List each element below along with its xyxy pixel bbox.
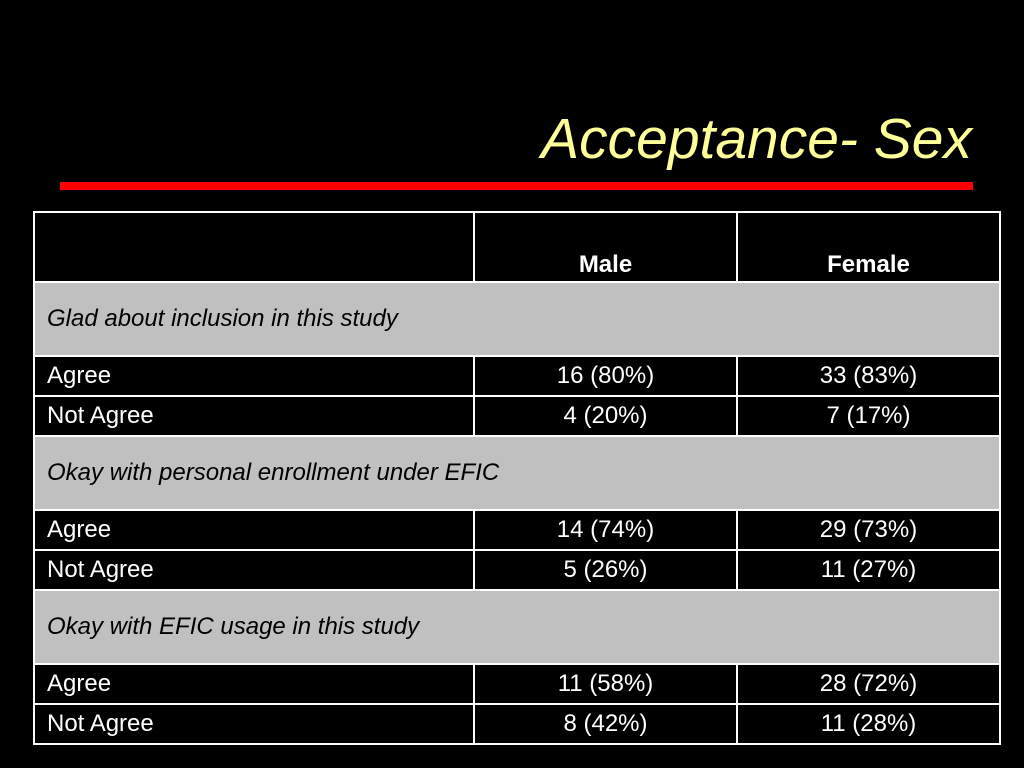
table-row: Agree 14 (74%) 29 (73%) — [33, 509, 1001, 551]
section-header-row: Okay with personal enrollment under EFIC — [33, 435, 1001, 511]
title-underline-rule — [60, 182, 973, 190]
section-title: Glad about inclusion in this study — [33, 281, 1001, 357]
female-value: 11 (28%) — [736, 703, 1001, 745]
male-value: 14 (74%) — [473, 509, 738, 551]
male-value: 4 (20%) — [473, 395, 738, 437]
table-row: Not Agree 8 (42%) 11 (28%) — [33, 703, 1001, 745]
female-value: 29 (73%) — [736, 509, 1001, 551]
header-female: Female — [736, 211, 1001, 283]
row-label: Not Agree — [33, 703, 475, 745]
female-value: 28 (72%) — [736, 663, 1001, 705]
section-header-row: Glad about inclusion in this study — [33, 281, 1001, 357]
table-row: Not Agree 5 (26%) 11 (27%) — [33, 549, 1001, 591]
header-empty-cell — [33, 211, 475, 283]
table-header-row: Male Female — [33, 211, 1001, 283]
table-row: Not Agree 4 (20%) 7 (17%) — [33, 395, 1001, 437]
female-value: 33 (83%) — [736, 355, 1001, 397]
row-label: Not Agree — [33, 549, 475, 591]
male-value: 11 (58%) — [473, 663, 738, 705]
section-title: Okay with EFIC usage in this study — [33, 589, 1001, 665]
female-value: 11 (27%) — [736, 549, 1001, 591]
section-title: Okay with personal enrollment under EFIC — [33, 435, 1001, 511]
female-value: 7 (17%) — [736, 395, 1001, 437]
header-male: Male — [473, 211, 738, 283]
male-value: 8 (42%) — [473, 703, 738, 745]
row-label: Agree — [33, 509, 475, 551]
slide-title: Acceptance- Sex — [541, 107, 972, 171]
section-header-row: Okay with EFIC usage in this study — [33, 589, 1001, 665]
table-row: Agree 16 (80%) 33 (83%) — [33, 355, 1001, 397]
row-label: Agree — [33, 355, 475, 397]
row-label: Agree — [33, 663, 475, 705]
row-label: Not Agree — [33, 395, 475, 437]
male-value: 5 (26%) — [473, 549, 738, 591]
table-row: Agree 11 (58%) 28 (72%) — [33, 663, 1001, 705]
acceptance-table: Male Female Glad about inclusion in this… — [33, 211, 1001, 745]
male-value: 16 (80%) — [473, 355, 738, 397]
